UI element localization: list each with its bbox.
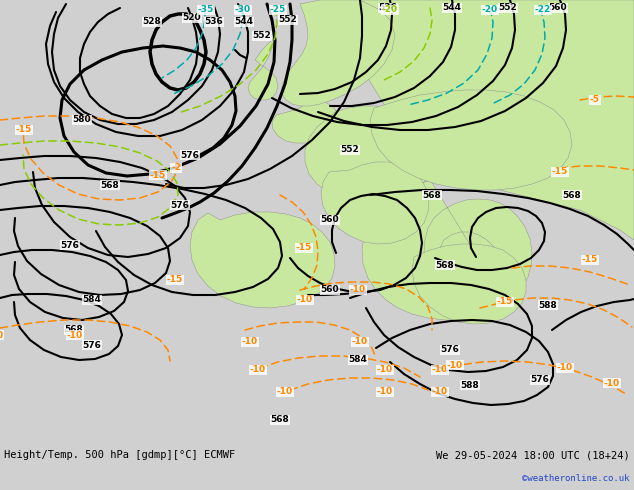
Polygon shape	[305, 106, 436, 202]
Text: ©weatheronline.co.uk: ©weatheronline.co.uk	[522, 473, 630, 483]
Text: -15: -15	[497, 297, 513, 307]
Text: -10: -10	[432, 388, 448, 396]
Text: -10: -10	[352, 338, 368, 346]
Text: 528: 528	[143, 18, 162, 26]
Text: 552: 552	[340, 146, 359, 154]
Polygon shape	[320, 0, 634, 320]
Text: -10: -10	[557, 364, 573, 372]
Text: -10: -10	[297, 295, 313, 304]
Polygon shape	[370, 90, 572, 190]
Text: 552: 552	[252, 31, 271, 41]
Text: -10: -10	[447, 361, 463, 369]
Polygon shape	[190, 212, 335, 308]
Text: 576: 576	[171, 200, 190, 210]
Text: 560: 560	[321, 286, 339, 294]
Polygon shape	[272, 102, 338, 143]
Text: -10: -10	[250, 366, 266, 374]
Text: -10: -10	[242, 338, 258, 346]
Text: -5: -5	[590, 96, 600, 104]
Polygon shape	[412, 244, 526, 324]
Polygon shape	[282, 0, 395, 106]
Text: 568: 568	[65, 325, 84, 335]
Text: -35: -35	[198, 5, 214, 15]
Text: -20: -20	[482, 5, 498, 15]
Text: -10: -10	[604, 378, 620, 388]
Text: -15: -15	[296, 244, 312, 252]
Text: 576: 576	[531, 375, 550, 385]
Text: -15: -15	[582, 255, 598, 265]
Text: 584: 584	[82, 295, 101, 304]
Text: 568: 568	[101, 180, 119, 190]
Text: -10: -10	[377, 388, 393, 396]
Text: 560: 560	[548, 3, 567, 13]
Polygon shape	[248, 38, 278, 100]
Text: -10: -10	[432, 366, 448, 374]
Text: 588: 588	[539, 300, 557, 310]
Text: 552: 552	[498, 3, 517, 13]
Text: 576: 576	[181, 150, 200, 160]
Text: -10: -10	[67, 330, 83, 340]
Text: 568: 568	[436, 261, 455, 270]
Text: 584: 584	[349, 356, 368, 365]
Text: -25: -25	[270, 5, 286, 15]
Text: 544: 544	[443, 3, 462, 13]
Text: 552: 552	[278, 16, 297, 24]
Text: 568: 568	[562, 191, 581, 199]
Text: -22: -22	[535, 5, 551, 15]
Text: -15: -15	[16, 125, 32, 134]
Text: We 29-05-2024 18:00 UTC (18+24): We 29-05-2024 18:00 UTC (18+24)	[436, 450, 630, 460]
Text: -10: -10	[277, 388, 293, 396]
Text: 536: 536	[205, 18, 223, 26]
Text: -15: -15	[167, 275, 183, 285]
Text: 576: 576	[441, 345, 460, 354]
Text: 0: 0	[0, 330, 3, 340]
Text: 568: 568	[271, 416, 289, 424]
Text: -10: -10	[377, 366, 393, 374]
Text: 560: 560	[321, 216, 339, 224]
Text: 520: 520	[183, 14, 202, 23]
Text: 536: 536	[378, 3, 398, 13]
Text: -10: -10	[350, 286, 366, 294]
Text: -15: -15	[150, 171, 166, 179]
Text: 576: 576	[82, 341, 101, 349]
Text: -2: -2	[171, 164, 181, 172]
Text: Height/Temp. 500 hPa [gdmp][°C] ECMWF: Height/Temp. 500 hPa [gdmp][°C] ECMWF	[4, 450, 235, 460]
Text: 576: 576	[61, 241, 79, 249]
Text: 568: 568	[423, 191, 441, 199]
Text: -30: -30	[235, 5, 251, 15]
Polygon shape	[321, 162, 429, 244]
Text: 544: 544	[235, 18, 254, 26]
Text: 588: 588	[461, 381, 479, 390]
Text: -20: -20	[382, 5, 398, 15]
Text: -15: -15	[552, 168, 568, 176]
Text: 580: 580	[73, 116, 91, 124]
